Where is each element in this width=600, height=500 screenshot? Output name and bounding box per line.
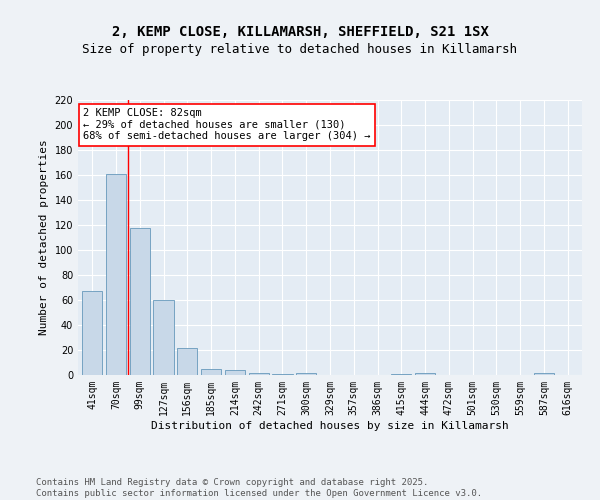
Bar: [106, 174, 126, 375]
Bar: [272, 374, 293, 375]
Bar: [130, 228, 150, 375]
Bar: [248, 372, 269, 375]
Text: Contains HM Land Registry data © Crown copyright and database right 2025.
Contai: Contains HM Land Registry data © Crown c…: [36, 478, 482, 498]
Bar: [415, 372, 435, 375]
Bar: [296, 372, 316, 375]
Bar: [534, 372, 554, 375]
Bar: [201, 369, 221, 375]
Bar: [225, 370, 245, 375]
Text: 2, KEMP CLOSE, KILLAMARSH, SHEFFIELD, S21 1SX: 2, KEMP CLOSE, KILLAMARSH, SHEFFIELD, S2…: [112, 26, 488, 40]
Bar: [82, 291, 103, 375]
Text: 2 KEMP CLOSE: 82sqm
← 29% of detached houses are smaller (130)
68% of semi-detac: 2 KEMP CLOSE: 82sqm ← 29% of detached ho…: [83, 108, 371, 142]
Bar: [177, 348, 197, 375]
Bar: [154, 300, 173, 375]
Bar: [391, 374, 412, 375]
Y-axis label: Number of detached properties: Number of detached properties: [39, 140, 49, 336]
Text: Size of property relative to detached houses in Killamarsh: Size of property relative to detached ho…: [83, 44, 517, 57]
X-axis label: Distribution of detached houses by size in Killamarsh: Distribution of detached houses by size …: [151, 420, 509, 430]
